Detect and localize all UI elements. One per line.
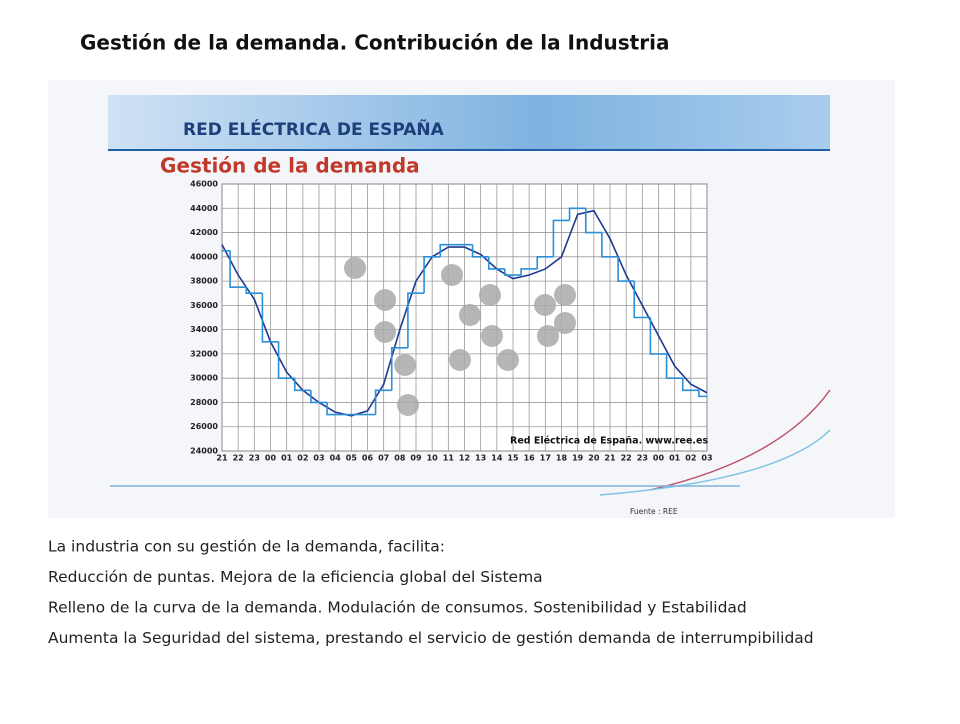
x-tick-label: 11 [443, 454, 455, 463]
x-tick-label: 17 [540, 454, 551, 463]
x-tick-label: 00 [265, 454, 277, 463]
x-tick-label: 02 [685, 454, 696, 463]
x-tick-label: 02 [297, 454, 308, 463]
demand-step [520, 268, 538, 276]
y-tick-label: 46000 [190, 180, 218, 189]
y-tick-label: 38000 [190, 277, 218, 286]
demand-step [487, 256, 505, 270]
x-tick-label: 21 [216, 454, 228, 463]
decor-circles [344, 257, 576, 416]
demand-step [471, 244, 489, 258]
demand-step [536, 256, 554, 269]
x-tick-label: 15 [507, 454, 519, 463]
x-tick-label: 05 [346, 454, 358, 463]
x-tick-label: 22 [233, 454, 244, 463]
demand-step [681, 378, 699, 392]
bullet-text: La industria con su gestión de la demand… [48, 538, 445, 556]
demand-step [261, 293, 279, 343]
y-tick-label: 24000 [190, 447, 218, 456]
decor-curve [599, 429, 831, 496]
x-tick-label: 16 [524, 454, 536, 463]
x-tick-label: 04 [330, 454, 342, 463]
x-tick-label: 14 [491, 454, 503, 463]
x-tick-label: 03 [701, 454, 712, 463]
figure-source: Fuente : REE [630, 507, 678, 516]
y-tick-label: 30000 [190, 374, 218, 383]
bullet-text: Relleno de la curva de la demanda. Modul… [48, 599, 747, 617]
x-tick-label: 23 [249, 454, 260, 463]
y-tick-label: 28000 [190, 398, 218, 407]
x-tick-label: 12 [459, 454, 470, 463]
demand-step [568, 207, 586, 221]
y-tick-label: 40000 [190, 252, 218, 261]
x-tick-label: 21 [604, 454, 616, 463]
x-tick-label: 19 [572, 454, 584, 463]
brand: RED ELÉCTRICA DE ESPAÑA [183, 117, 445, 140]
demand-step [390, 347, 408, 391]
demand-step [423, 256, 441, 294]
demand-step [439, 243, 457, 257]
x-tick-label: 01 [669, 454, 681, 463]
banner [108, 95, 830, 150]
demand-step [649, 317, 667, 355]
x-tick-label: 06 [362, 454, 374, 463]
x-tick-label: 22 [621, 454, 632, 463]
y-tick-label: 32000 [190, 349, 218, 358]
x-tick-label: 10 [427, 454, 439, 463]
x-tick-label: 00 [653, 454, 665, 463]
figure-heading: Gestión de la demanda [160, 154, 420, 178]
demand-step [277, 341, 295, 379]
x-tick-label: 23 [637, 454, 648, 463]
figure-credit: Red Eléctrica de España. www.ree.es [510, 436, 708, 447]
x-tick-label: 08 [394, 454, 406, 463]
plot: 21 22 23 00 01 02 03 04 05 06 07 08 09 10 11 12 13 14 15 16… [190, 180, 712, 463]
demand-step [601, 232, 619, 258]
demand-step [504, 268, 522, 276]
demand-step [665, 353, 683, 379]
decor-curve [649, 389, 831, 491]
y-tick-label: 44000 [190, 204, 218, 213]
bullet-text: Reducción de puntas. Mejora de la eficie… [48, 568, 543, 586]
y-tick-label: 34000 [190, 325, 218, 334]
demand-step [584, 208, 602, 234]
y-tick-label: 26000 [190, 422, 218, 431]
x-tick-label: 20 [588, 454, 600, 463]
demand-step [407, 292, 425, 348]
bullets: La industria con su gestión de la demand… [48, 538, 814, 648]
x-tick-label: 18 [556, 454, 568, 463]
bullet-text: Aumenta la Seguridad del sistema, presta… [48, 629, 814, 647]
demand-step [698, 390, 707, 398]
x-tick-label: 01 [281, 454, 293, 463]
x-tick-label: 03 [313, 454, 324, 463]
y-tick-label: 42000 [190, 228, 218, 237]
x-tick-label: 07 [378, 454, 389, 463]
demand-step [310, 390, 328, 404]
demand-step [326, 402, 344, 416]
demand-step [552, 219, 570, 257]
demand-step [374, 389, 392, 415]
demand-step [633, 281, 651, 319]
x-tick-label: 13 [475, 454, 486, 463]
demand-step [245, 287, 263, 295]
demand-step [229, 250, 247, 288]
demand-step [293, 378, 311, 392]
y-tick-label: 36000 [190, 301, 218, 310]
demand-step [617, 256, 635, 282]
slide-title: Gestión de la demanda. Contribución de l… [80, 31, 669, 55]
x-tick-label: 09 [410, 454, 422, 463]
